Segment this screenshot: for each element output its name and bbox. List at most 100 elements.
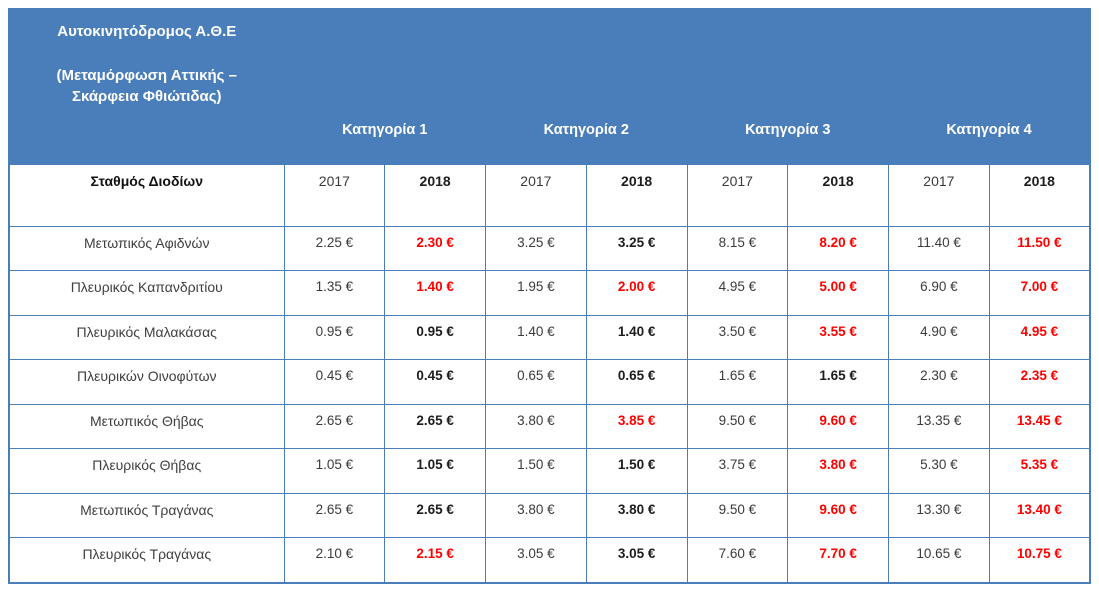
price-cell: 7.00 € [988, 270, 1091, 316]
price-cell: 5.00 € [787, 270, 889, 316]
price-cell: 9.50 € [686, 492, 789, 539]
station-cell: Μετωπικός Θήβας [8, 403, 285, 450]
price-cell: 0.65 € [485, 359, 587, 405]
price-cell: 6.90 € [888, 270, 990, 316]
price-cell: 13.35 € [888, 403, 990, 450]
price-cell: 7.70 € [787, 537, 889, 584]
table-row: Πλευρικός Τραγάνας 2.10 €2.15 €3.05 €3.05… [8, 537, 1091, 584]
price-cell: 1.95 € [485, 270, 587, 316]
category-4-header: Κατηγορία 4 [888, 8, 1091, 165]
price-cell: 3.80 € [585, 492, 688, 539]
year-header: 2017 [686, 164, 789, 227]
price-cell: 0.65 € [585, 359, 688, 405]
price-cell: 0.45 € [283, 359, 386, 405]
price-cell: 3.05 € [585, 537, 688, 584]
table-row: Μετωπικός Αφιδνών 2.25 €2.30 €3.25 €3.25 … [8, 225, 1091, 272]
price-cell: 2.65 € [384, 492, 486, 539]
price-cell: 10.75 € [988, 537, 1091, 584]
table-row: Μετωπικός Τραγάνας 2.65 €2.65 €3.80 €3.80… [8, 492, 1091, 539]
price-cell: 3.55 € [787, 314, 889, 361]
price-cell: 3.05 € [485, 537, 587, 584]
price-cell: 0.95 € [283, 314, 386, 361]
station-cell: Πλευρικός Μαλακάσας [8, 314, 285, 361]
price-cell: 8.20 € [787, 225, 889, 272]
toll-price-table: Αυτοκινητόδρομος Α.Θ.Ε (Μεταμόρφωση Αττι… [8, 8, 1091, 584]
price-cell: 11.40 € [888, 225, 990, 272]
year-header: 2017 [283, 164, 386, 227]
price-cell: 2.15 € [384, 537, 486, 584]
price-cell: 0.95 € [384, 314, 486, 361]
year-header: 2017 [485, 164, 587, 227]
price-cell: 4.95 € [686, 270, 789, 316]
price-cell: 1.05 € [283, 448, 386, 494]
price-cell: 1.50 € [585, 448, 688, 494]
price-cell: 4.95 € [988, 314, 1091, 361]
table-row: Πλευρικός Θήβας 1.05 €1.05 €1.50 €1.50 €3… [8, 448, 1091, 494]
price-cell: 7.60 € [686, 537, 789, 584]
category-2-header: Κατηγορία 2 [485, 8, 688, 165]
price-cell: 2.35 € [988, 359, 1091, 405]
station-cell: Μετωπικός Τραγάνας [8, 492, 285, 539]
price-cell: 3.25 € [485, 225, 587, 272]
price-cell: 2.30 € [384, 225, 486, 272]
table-banner-row: Αυτοκινητόδρομος Α.Θ.Ε (Μεταμόρφωση Αττι… [8, 8, 1091, 165]
price-cell: 2.25 € [283, 225, 386, 272]
price-cell: 13.30 € [888, 492, 990, 539]
price-cell: 3.80 € [485, 492, 587, 539]
price-cell: 3.25 € [585, 225, 688, 272]
price-cell: 2.00 € [585, 270, 688, 316]
station-column-header: Σταθμός Διοδίων [8, 164, 285, 227]
price-cell: 3.50 € [686, 314, 789, 361]
price-cell: 5.30 € [888, 448, 990, 494]
price-cell: 9.60 € [787, 403, 889, 450]
year-header: 2018 [585, 164, 688, 227]
price-cell: 9.50 € [686, 403, 789, 450]
price-cell: 9.60 € [787, 492, 889, 539]
category-1-header: Κατηγορία 1 [283, 8, 486, 165]
price-cell: 2.30 € [888, 359, 990, 405]
price-cell: 4.90 € [888, 314, 990, 361]
price-cell: 3.85 € [585, 403, 688, 450]
price-cell: 1.05 € [384, 448, 486, 494]
price-cell: 3.80 € [485, 403, 587, 450]
table-subheader-row: Σταθμός Διοδίων 2017 2018 2017 2018 2017… [8, 164, 1091, 227]
table-row: Πλευρικών Οινοφύτων 0.45 €0.45 €0.65 €0.6… [8, 359, 1091, 405]
price-cell: 1.50 € [485, 448, 587, 494]
price-cell: 1.40 € [585, 314, 688, 361]
price-cell: 8.15 € [686, 225, 789, 272]
station-cell: Πλευρικός Θήβας [8, 448, 285, 494]
year-header: 2018 [384, 164, 486, 227]
table-row: Μετωπικός Θήβας 2.65 €2.65 €3.80 €3.85 €9… [8, 403, 1091, 450]
station-cell: Μετωπικός Αφιδνών [8, 225, 285, 272]
motorway-title: Αυτοκινητόδρομος Α.Θ.Ε (Μεταμόρφωση Αττι… [8, 8, 285, 165]
price-cell: 0.45 € [384, 359, 486, 405]
price-cell: 1.65 € [787, 359, 889, 405]
title-line-2: (Μεταμόρφωση Αττικής – [56, 67, 237, 85]
price-cell: 13.40 € [988, 492, 1091, 539]
price-cell: 1.65 € [686, 359, 789, 405]
title-line-1: Αυτοκινητόδρομος Α.Θ.Ε [57, 23, 237, 40]
title-line-3: Σκάρφεια Φθιώτιδας) [71, 87, 222, 105]
price-cell: 3.80 € [787, 448, 889, 494]
price-cell: 13.45 € [988, 403, 1091, 450]
price-cell: 5.35 € [988, 448, 1091, 494]
table-row: Πλευρικός Καπανδριτίου 1.35 €1.40 €1.95 €… [8, 270, 1091, 316]
table-row: Πλευρικός Μαλακάσας 0.95 €0.95 €1.40 €1.4… [8, 314, 1091, 361]
station-cell: Πλευρικός Τραγάνας [8, 537, 285, 584]
price-cell: 2.65 € [283, 403, 386, 450]
price-cell: 1.40 € [384, 270, 486, 316]
category-3-header: Κατηγορία 3 [686, 8, 889, 165]
year-header: 2017 [888, 164, 990, 227]
price-cell: 2.65 € [384, 403, 486, 450]
price-cell: 2.65 € [283, 492, 386, 539]
price-cell: 11.50 € [988, 225, 1091, 272]
price-cell: 1.40 € [485, 314, 587, 361]
price-cell: 1.35 € [283, 270, 386, 316]
station-cell: Πλευρικών Οινοφύτων [8, 359, 285, 405]
station-cell: Πλευρικός Καπανδριτίου [8, 270, 285, 316]
price-cell: 2.10 € [283, 537, 386, 584]
price-cell: 10.65 € [888, 537, 990, 584]
price-cell: 3.75 € [686, 448, 789, 494]
year-header: 2018 [787, 164, 889, 227]
